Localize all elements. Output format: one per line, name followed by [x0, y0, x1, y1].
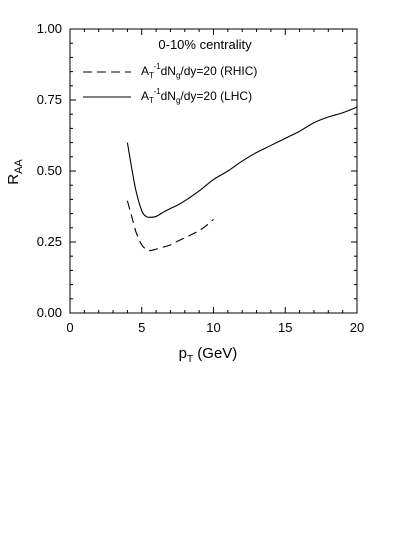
- legend: AT-1dNg/dy=20 (RHIC) AT-1dNg/dy=20 (LHC): [83, 62, 257, 105]
- x-tick-label: 20: [350, 320, 364, 335]
- series-line-lhc: [126, 106, 358, 218]
- tick-labels: 0 5 10 15 20 0.00 0.25 0.50 0.75 1.00: [37, 21, 365, 335]
- series-line-rhic: [126, 200, 214, 252]
- x-axis-label: pT (GeV): [179, 345, 238, 365]
- legend-label-rhic: AT-1dNg/dy=20 (RHIC): [141, 62, 257, 80]
- x-tick-label: 0: [66, 320, 73, 335]
- x-tick-label: 15: [278, 320, 292, 335]
- ticks: [69, 28, 358, 314]
- y-axis-label: RAA: [5, 159, 25, 185]
- y-tick-label: 0.50: [37, 163, 62, 178]
- y-tick-label: 0.25: [37, 234, 62, 249]
- y-tick-label: 0.75: [37, 92, 62, 107]
- x-tick-label: 10: [206, 320, 220, 335]
- centrality-annotation: 0-10% centrality: [158, 37, 252, 52]
- legend-label-lhc: AT-1dNg/dy=20 (LHC): [141, 87, 252, 105]
- series-lines: [126, 106, 358, 252]
- y-tick-label: 0.00: [37, 305, 62, 320]
- x-tick-label: 5: [138, 320, 145, 335]
- y-tick-label: 1.00: [37, 21, 62, 36]
